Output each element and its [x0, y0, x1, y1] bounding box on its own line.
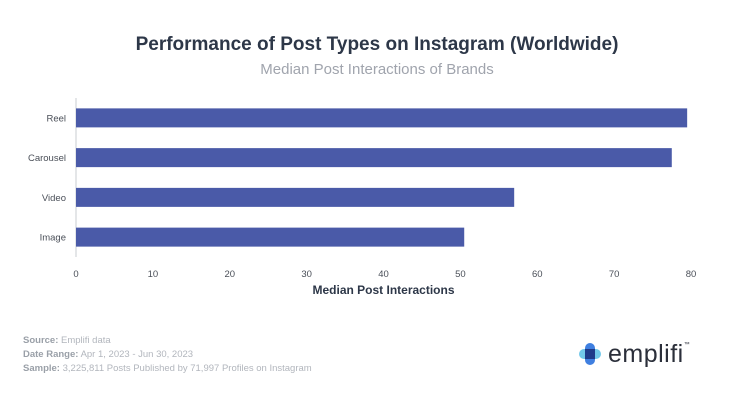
category-label-image: Image: [40, 233, 66, 244]
chart-subtitle: Median Post Interactions of Brands: [260, 61, 494, 78]
date-range-line: Date Range: Apr 1, 2023 - Jun 30, 2023: [23, 348, 312, 362]
emplifi-logo: emplifi ™: [578, 338, 690, 370]
x-tick-label-70: 70: [609, 269, 620, 280]
sample-label: Sample:: [23, 363, 60, 374]
bar-carousel: [76, 148, 672, 168]
x-tick-label-80: 80: [686, 269, 697, 280]
x-tick-label-20: 20: [224, 269, 235, 280]
chart-footer: Source: Emplifi data Date Range: Apr 1, …: [23, 334, 312, 376]
bar-chart: Reel Carousel Video Image 0 10 20 30 40 50 60 70 80 M…: [28, 98, 697, 297]
chart-title: Performance of Post Types on Instagram (…: [135, 34, 619, 55]
x-tick-label-50: 50: [455, 269, 466, 280]
category-label-reel: Reel: [46, 113, 66, 124]
sample-value: 3,225,811 Posts Published by 71,997 Prof…: [62, 363, 312, 374]
x-tick-label-40: 40: [378, 269, 389, 280]
date-range-label: Date Range:: [23, 349, 79, 360]
category-label-carousel: Carousel: [28, 153, 66, 164]
x-tick-label-10: 10: [148, 269, 159, 280]
source-label: Source:: [23, 335, 59, 346]
emplifi-logo-icon: [579, 343, 601, 365]
x-tick-label-60: 60: [532, 269, 543, 280]
source-value: Emplifi data: [61, 335, 111, 346]
x-tick-label-0: 0: [73, 269, 78, 280]
sample-line: Sample: 3,225,811 Posts Published by 71,…: [23, 362, 312, 376]
logo-wordmark: emplifi: [608, 339, 684, 368]
logo-trademark: ™: [683, 342, 690, 348]
category-label-video: Video: [42, 193, 66, 204]
date-range-value: Apr 1, 2023 - Jun 30, 2023: [80, 349, 194, 360]
bar-video: [76, 187, 515, 207]
x-tick-label-30: 30: [301, 269, 312, 280]
source-line: Source: Emplifi data: [23, 334, 312, 348]
x-axis-title: Median Post Interactions: [312, 283, 454, 297]
bar-reel: [76, 108, 688, 128]
bar-image: [76, 227, 465, 247]
